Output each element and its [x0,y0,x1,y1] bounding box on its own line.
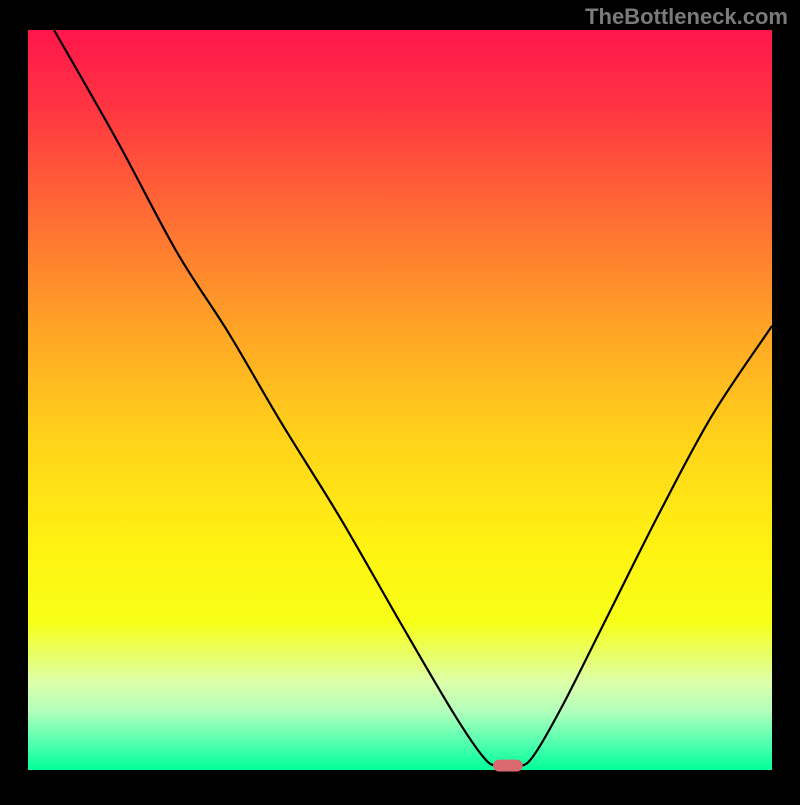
watermark-text: TheBottleneck.com [585,4,788,30]
optimal-marker [493,760,523,772]
bottleneck-chart [0,0,800,800]
chart-svg [0,0,800,800]
